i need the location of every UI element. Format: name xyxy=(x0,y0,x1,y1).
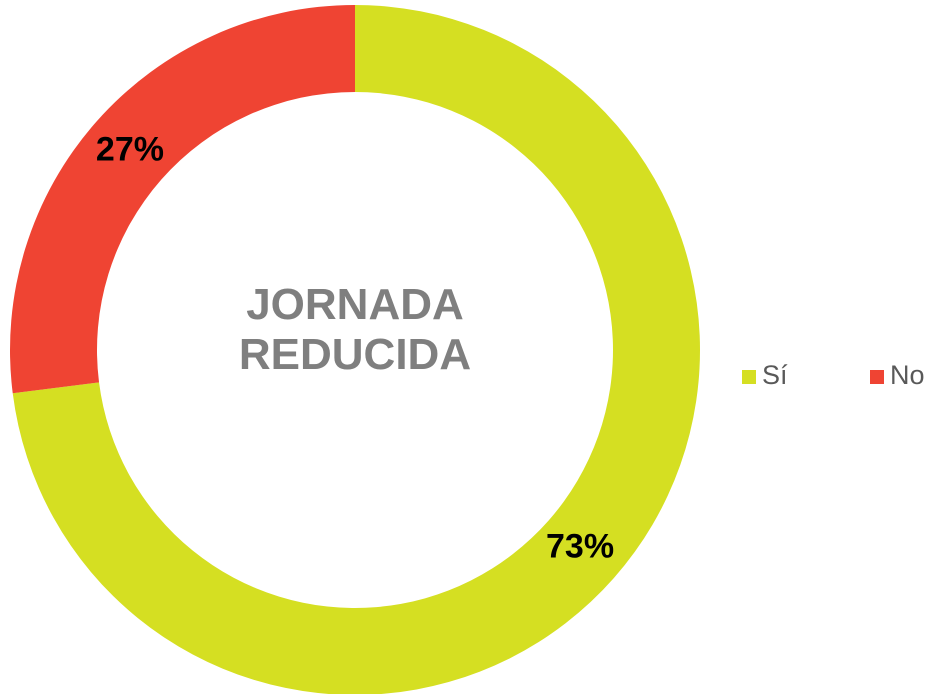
donut-segment xyxy=(9,5,355,394)
data-label: 73% xyxy=(546,527,614,565)
legend-label: No xyxy=(890,360,925,390)
legend-swatch xyxy=(870,370,884,384)
legend-label: Sí xyxy=(762,360,788,390)
chart-title: JORNADA REDUCIDA xyxy=(238,280,472,379)
data-label: 27% xyxy=(96,131,164,169)
legend-swatch xyxy=(742,370,756,384)
